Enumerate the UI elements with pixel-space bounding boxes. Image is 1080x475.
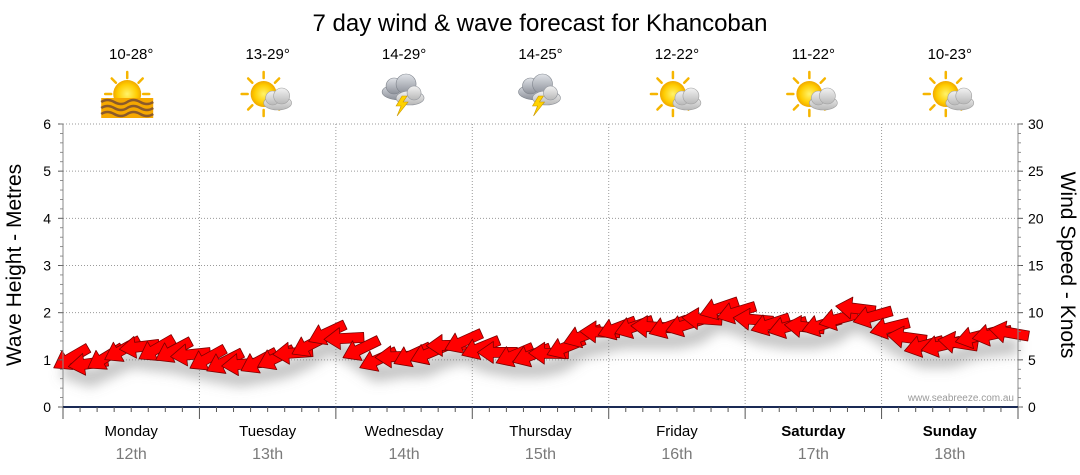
day-name-label: Friday [656, 423, 698, 440]
temperature-range: 14-25° [518, 46, 562, 63]
sun-cloud-icon [786, 70, 839, 118]
right-tick-label: 0 [1028, 399, 1036, 415]
sun-haze-icon [99, 70, 155, 120]
right-ticks: 0 5 10 15 20 25 30 [1018, 116, 1044, 415]
left-tick-label: 6 [43, 116, 51, 132]
day-date-label: 13th [252, 446, 283, 463]
temperature-range: 13-29° [245, 46, 289, 63]
wind-arrow [716, 301, 758, 325]
day-date-label: 15th [525, 446, 556, 463]
temperature-range: 11-22° [792, 46, 835, 63]
temperature-range: 12-22° [655, 46, 699, 63]
wind-arrow [138, 334, 177, 361]
storm-icon [518, 73, 561, 117]
temperature-range: 10-28° [109, 46, 153, 63]
left-tick-label: 3 [43, 258, 51, 274]
wind-arrow [461, 335, 502, 360]
day-name-label: Monday [105, 423, 159, 440]
right-tick-label: 20 [1028, 210, 1044, 226]
sun-cloud-icon [649, 70, 703, 118]
temperature-range: 14-29° [382, 46, 426, 63]
daily-header: 10-28° 13-29° 14-29° 14-25° 12-22° 11-22° 10-2… [99, 46, 976, 120]
day-name-label: Thursday [509, 423, 572, 440]
day-name-label: Sunday [923, 423, 978, 440]
wind-arrow [118, 335, 161, 359]
sun-cloud-icon [922, 70, 976, 118]
day-name-label: Saturday [781, 423, 846, 440]
left-tick-label: 4 [43, 210, 51, 226]
right-tick-label: 25 [1028, 163, 1044, 179]
x-axis-labels: Monday 12th Tuesday 13th Wednesday 14th Thursd… [105, 423, 978, 463]
right-tick-label: 5 [1028, 352, 1036, 368]
wind-shadow [60, 313, 1019, 387]
right-axis-title: Wind Speed - Knots [1056, 172, 1079, 359]
wind-arrows [53, 296, 1030, 377]
wind-arrow [476, 340, 518, 364]
storm-icon [381, 73, 425, 117]
day-date-label: 18th [934, 446, 965, 463]
wind-arrow [852, 305, 894, 329]
day-date-label: 14th [389, 446, 420, 463]
wind-arrow [988, 320, 1030, 344]
sun-cloud-icon [240, 70, 293, 118]
day-name-label: Wednesday [365, 423, 444, 440]
day-date-label: 17th [798, 446, 829, 463]
wind-arrow [189, 344, 228, 371]
right-tick-label: 15 [1028, 258, 1044, 274]
wind-arrow [444, 328, 484, 354]
left-tick-label: 5 [43, 163, 51, 179]
right-tick-label: 30 [1028, 116, 1044, 132]
day-date-label: 16th [661, 446, 692, 463]
day-date-label: 12th [116, 446, 147, 463]
watermark: www.seabreeze.com.au [907, 393, 1014, 404]
left-tick-label: 1 [43, 352, 51, 368]
chart-title: 7 day wind & wave forecast for Khancoban [313, 10, 768, 37]
left-tick-label: 0 [43, 399, 51, 415]
left-axis-title: Wave Height - Metres [3, 164, 26, 366]
temperature-range: 10-23° [928, 46, 972, 63]
wind-arrow [170, 343, 212, 367]
wind-arrow [323, 327, 365, 350]
wind-arrow [342, 335, 382, 361]
minor-ticks [60, 123, 1021, 419]
wind-arrow [681, 307, 723, 330]
wind-shadow-path [60, 313, 1019, 387]
wind-arrow [699, 296, 740, 321]
right-tick-label: 10 [1028, 305, 1044, 321]
day-name-label: Tuesday [239, 423, 296, 440]
left-tick-label: 2 [43, 305, 51, 321]
